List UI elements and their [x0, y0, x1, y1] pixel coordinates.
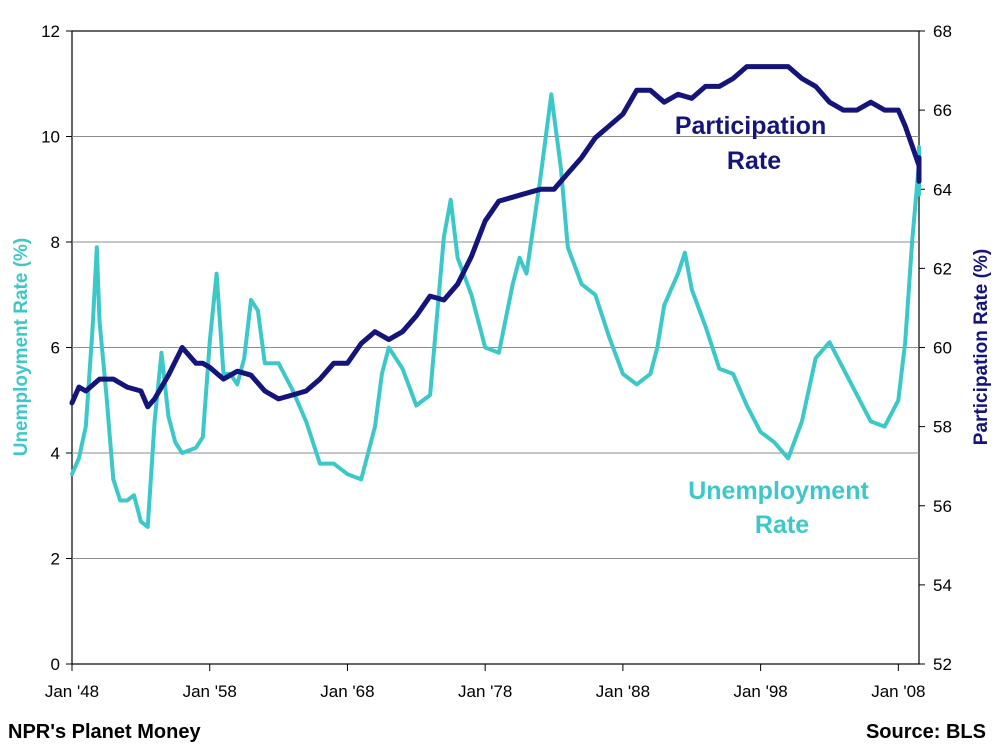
left-tick-label: 8	[51, 233, 60, 252]
right-axis-title: Participation Rate (%)	[971, 249, 992, 445]
right-tick-label: 54	[933, 576, 952, 595]
x-tick-label: Jan '98	[733, 682, 787, 701]
right-tick-label: 62	[933, 259, 952, 278]
x-tick-label: Jan '08	[871, 682, 925, 701]
right-tick-label: 56	[933, 497, 952, 516]
right-tick-label: 52	[933, 655, 952, 674]
credit-text: NPR's Planet Money	[8, 721, 201, 744]
participation-label-line-1: Participation	[675, 112, 826, 140]
right-tick-label: 60	[933, 339, 952, 358]
right-tick-label: 58	[933, 418, 952, 437]
left-tick-label: 2	[51, 550, 60, 569]
right-axis-ticks: 52 54 56 58 60 62 64 66 68	[919, 22, 952, 674]
x-axis-ticks: Jan '48 Jan '58 Jan '68 Jan '78 Jan '88 Jan '…	[45, 664, 926, 701]
left-axis-ticks: 0 2 4 6 8 10 12	[41, 22, 72, 674]
unemployment-label-line-2: Rate	[755, 511, 809, 539]
left-tick-label: 12	[41, 22, 60, 41]
right-tick-label: 64	[933, 180, 952, 199]
x-tick-label: Jan '48	[45, 682, 99, 701]
left-tick-label: 10	[41, 128, 60, 147]
x-tick-label: Jan '88	[596, 682, 650, 701]
left-tick-label: 0	[51, 655, 60, 674]
participation-label-line-2: Rate	[727, 147, 781, 175]
unemployment-label-line-1: Unemployment	[688, 477, 869, 505]
right-tick-label: 66	[933, 101, 952, 120]
left-tick-label: 6	[51, 339, 60, 358]
left-axis-title: Unemployment Rate (%)	[11, 238, 32, 457]
x-tick-label: Jan '58	[183, 682, 237, 701]
x-tick-label: Jan '68	[320, 682, 374, 701]
source-text: Source: BLS	[866, 721, 986, 744]
x-tick-label: Jan '78	[458, 682, 512, 701]
left-tick-label: 4	[51, 444, 60, 463]
right-tick-label: 68	[933, 22, 952, 41]
